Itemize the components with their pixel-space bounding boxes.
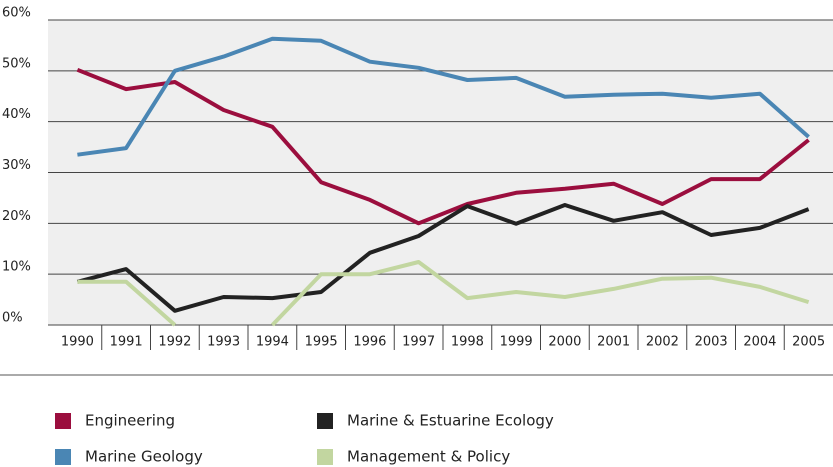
y-tick-label: 50% — [2, 56, 31, 71]
x-tick-label: 2004 — [743, 335, 776, 350]
x-tick-label: 1999 — [500, 335, 533, 350]
y-tick-label: 60% — [2, 6, 31, 21]
series-line — [77, 260, 810, 327]
x-tick-label: 2002 — [646, 335, 679, 350]
x-tick-label: 1992 — [158, 335, 191, 350]
series-line — [76, 67, 810, 226]
x-tick-label: 2000 — [548, 335, 581, 350]
y-tick-label: 40% — [2, 107, 31, 122]
x-tick-label: 1995 — [305, 335, 338, 350]
x-tick-label: 1998 — [451, 335, 484, 350]
x-tick-label: 1991 — [110, 335, 143, 350]
x-tick-label: 2001 — [597, 335, 630, 350]
y-tick-label: 10% — [2, 260, 31, 275]
x-tick-label: 2005 — [792, 335, 825, 350]
legend-label: Marine Geology — [85, 448, 203, 466]
x-tick-label: 1997 — [402, 335, 435, 350]
legend-swatch — [55, 413, 71, 429]
x-tick-label: 1993 — [207, 335, 240, 350]
y-tick-label: 20% — [2, 209, 31, 224]
legend-swatch — [317, 449, 333, 465]
x-tick-label: 1994 — [256, 335, 289, 350]
x-tick-label: 2003 — [695, 335, 728, 350]
legend-swatch — [55, 449, 71, 465]
legend-label: Engineering — [85, 412, 175, 430]
y-tick-label: 0% — [2, 311, 23, 326]
series-line — [76, 203, 810, 313]
legend-label: Management & Policy — [347, 448, 510, 466]
x-tick-label: 1990 — [61, 335, 94, 350]
x-tick-label: 1996 — [353, 335, 386, 350]
y-tick-label: 30% — [2, 158, 31, 173]
legend-swatch — [317, 413, 333, 429]
legend: Engineering Marine Geology Marine & Estuar… — [55, 412, 554, 466]
legend-label: Marine & Estuarine Ecology — [347, 412, 554, 430]
series-line — [77, 36, 810, 157]
